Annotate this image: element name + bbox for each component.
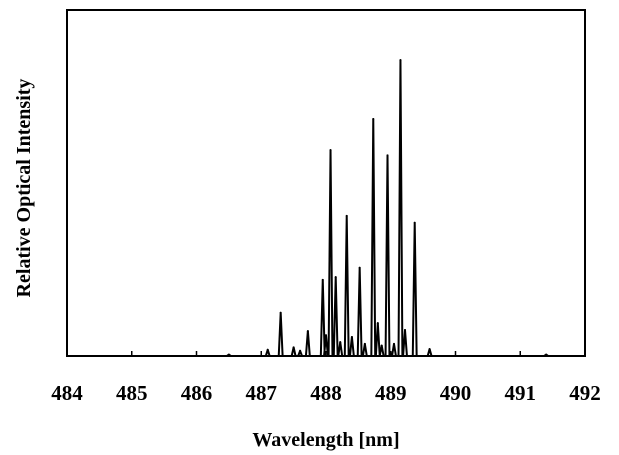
spectrum-peak-9 xyxy=(334,276,337,279)
x-axis-tick-labels: 484 485 486 487 488 489 490 491 492 xyxy=(51,381,601,405)
spectrum-peak-3 xyxy=(292,346,295,349)
spectrum-peak-16 xyxy=(376,322,379,325)
spectrum-peak-22 xyxy=(413,221,416,224)
spectrum-peak-7 xyxy=(325,334,327,337)
y-axis-title: Relative Optical Intensity xyxy=(13,79,35,298)
peak-marks xyxy=(227,59,548,356)
spectrum-peak-2 xyxy=(279,311,282,314)
spectrum-peak-1 xyxy=(266,348,269,351)
x-tick-label-486: 486 xyxy=(181,381,213,405)
spectrum-peak-10 xyxy=(339,341,342,344)
spectrum-peak-13 xyxy=(358,266,361,269)
spectrum-peak-20 xyxy=(399,59,402,62)
plot-frame xyxy=(66,9,586,357)
spectrum-peak-18 xyxy=(386,154,389,157)
spectrum-peak-0 xyxy=(227,353,230,356)
spectrum-peak-11 xyxy=(345,214,348,217)
spectrum-peak-8 xyxy=(329,149,332,152)
spectrum-peak-24 xyxy=(545,353,548,356)
spectrum-peak-17 xyxy=(380,344,383,347)
x-tick-label-485: 485 xyxy=(116,381,148,405)
spectrum-peak-6 xyxy=(321,278,324,281)
x-tick-label-487: 487 xyxy=(246,381,278,405)
spectrum-series-line xyxy=(67,59,585,357)
spectrum-peak-21 xyxy=(403,329,406,332)
x-tick-label-489: 489 xyxy=(375,381,407,405)
spectrum-peak-5 xyxy=(306,330,309,333)
x-tick-label-490: 490 xyxy=(440,381,472,405)
spectrum-peak-14 xyxy=(363,342,366,345)
spectrum-peak-15 xyxy=(372,117,375,120)
x-axis-title: Wavelength [nm] xyxy=(252,429,399,451)
spectrum-peak-4 xyxy=(299,349,302,352)
x-tick-label-488: 488 xyxy=(310,381,342,405)
spectrum-peak-19 xyxy=(392,342,395,345)
x-tick-label-492: 492 xyxy=(569,381,601,405)
x-tick-label-484: 484 xyxy=(51,381,83,405)
spectrum-peak-23 xyxy=(428,348,431,351)
x-tick-label-491: 491 xyxy=(505,381,537,405)
spectrum-peak-12 xyxy=(350,335,353,338)
